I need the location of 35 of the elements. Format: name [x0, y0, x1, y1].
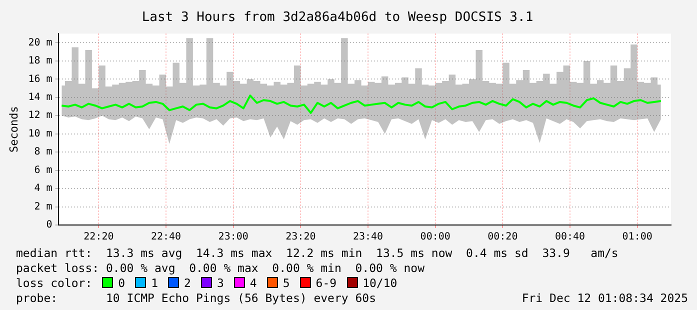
- x-tick-label: 00:20: [488, 232, 518, 243]
- x-tick-label: 22:20: [84, 232, 114, 243]
- text: 0: [118, 276, 126, 290]
- x-tick-label: 01:00: [622, 232, 652, 243]
- text: 10/10: [362, 276, 398, 290]
- x-tick-label: 23:00: [218, 232, 248, 243]
- text: 1: [151, 276, 158, 290]
- chart-title: Last 3 Hours from 3d2a86a4b06d to Weesp DOCSIS 3.1: [142, 10, 534, 26]
- y-tick-label: 10 m: [28, 128, 52, 140]
- text: 4: [250, 276, 257, 290]
- text: 6-9: [316, 276, 337, 290]
- y-tick-label: 0: [46, 220, 52, 231]
- y-tick-label: 4 m: [34, 183, 52, 194]
- x-tick-label: 00:40: [554, 232, 586, 243]
- y-tick-label: 18 m: [28, 56, 52, 67]
- text: 5: [282, 276, 290, 290]
- y-axis-title: Seconds: [7, 106, 20, 152]
- x-tick-label: 23:20: [286, 232, 316, 243]
- y-tick-label: 16 m: [28, 74, 52, 85]
- y-tick-label: 12 m: [28, 110, 52, 122]
- text: Fri Dec 12 01:08:34 2025: [522, 291, 688, 306]
- text: probe: 10 ICMP Echo Pings (56 Bytes) every 60s: [16, 291, 376, 305]
- text: packet loss: 0.00 % avg 0.00 % max 0.00 % min 0.00 % now: [16, 261, 424, 275]
- y-tick-label: 14 m: [28, 92, 52, 103]
- y-tick-label: 20 m: [28, 37, 52, 48]
- y-tick-label: 6 m: [34, 164, 52, 176]
- x-tick-label: 00:00: [420, 232, 450, 243]
- text: 2: [184, 276, 191, 290]
- text: 3: [216, 276, 224, 290]
- x-tick-label: 22:40: [150, 232, 182, 243]
- x-tick-label: 23:40: [352, 232, 384, 243]
- text: median rtt: 13.3 ms avg 14.3 ms max 12.2 ms min 13.5 ms now 0.4 ms sd 33.9 am/s: [16, 246, 618, 260]
- y-tick-label: 2 m: [34, 201, 52, 212]
- y-tick-label: 8 m: [34, 146, 52, 158]
- text: loss color:: [16, 276, 92, 290]
